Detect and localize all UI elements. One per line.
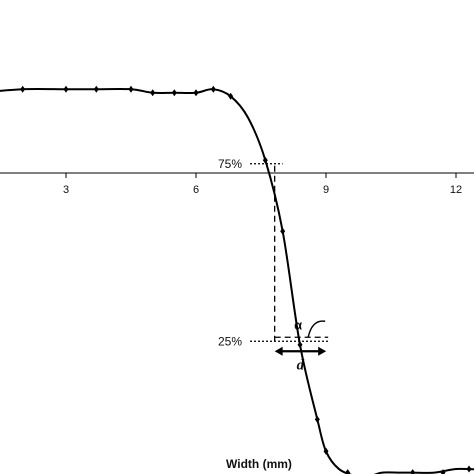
d-arrow-head-left [274,346,283,356]
data-point [210,85,216,93]
x-tick-label: 6 [193,184,199,196]
data-point [63,85,69,93]
data-point [410,469,416,474]
data-point [466,465,472,473]
label-25: 25% [218,334,242,348]
data-point [323,447,329,455]
x-axis: 3 6 9 12 [0,172,474,196]
series-line [0,87,474,474]
data-point [20,85,26,93]
alpha-label: α [294,317,302,332]
label-75: 75% [218,157,242,171]
series [0,85,474,474]
data-point [128,85,134,93]
x-tick-label: 12 [450,184,462,196]
annotations: 75% 25% d α [218,157,329,373]
data-point [440,469,446,474]
data-point [280,227,286,235]
data-point [314,415,320,423]
data-point [150,89,156,97]
data-point [228,92,234,100]
data-point [93,85,99,93]
x-axis-label: Width (mm) [226,457,292,471]
data-point [262,156,268,164]
data-point [297,341,303,349]
data-point [345,469,351,474]
data-point [171,89,177,97]
d-label: d [297,357,305,373]
x-tick-label: 9 [323,184,329,196]
alpha-arc [307,320,326,338]
x-tick-label: 3 [63,184,69,196]
d-arrow-head-right [318,346,327,356]
data-point [193,89,199,97]
